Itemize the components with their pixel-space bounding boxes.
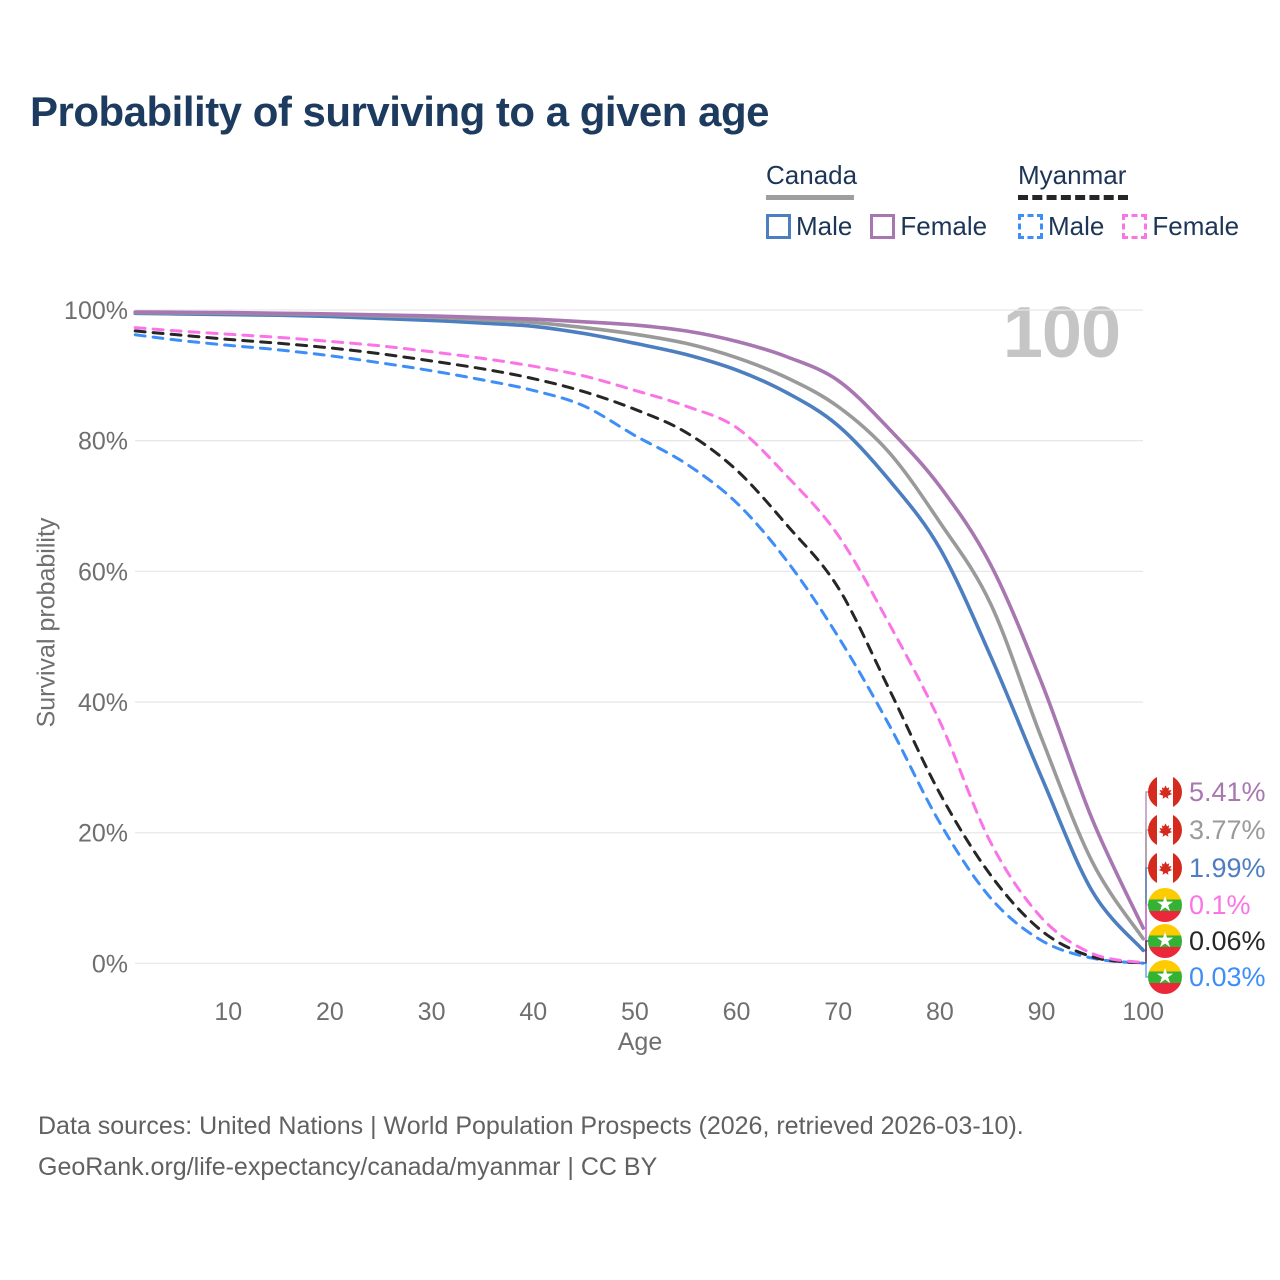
myanmar-flag-icon: ★ <box>1148 924 1182 958</box>
maple-leaf-glyph <box>1158 860 1172 875</box>
end-label-canada-male: 1.99% <box>1148 851 1266 885</box>
x-tick-label: 80 <box>926 998 954 1026</box>
end-label-myanmar-both-sexes: ★ 0.06% <box>1148 924 1266 958</box>
legend-swatch-canada-male <box>766 214 791 239</box>
legend-item-myanmar-male[interactable]: Male <box>1018 211 1104 242</box>
maple-leaf-glyph <box>1158 784 1172 799</box>
y-tick-label: 60% <box>78 558 128 586</box>
legend-country-canada[interactable]: Canada <box>766 160 858 190</box>
legend-label: Male <box>1048 211 1105 241</box>
x-tick-label: 20 <box>316 998 344 1026</box>
legend-swatch-myanmar-female <box>1122 214 1148 239</box>
canada-flag-icon <box>1148 775 1182 809</box>
x-tick-label: 90 <box>1028 998 1056 1026</box>
x-tick-label: 30 <box>418 998 446 1026</box>
y-tick-label: 20% <box>78 820 128 848</box>
x-tick-label: 60 <box>723 998 751 1026</box>
legend-underline-myanmar <box>1018 195 1128 200</box>
myanmar-flag-icon: ★ <box>1148 960 1182 994</box>
legend-item-myanmar-female[interactable]: Female <box>1122 211 1239 242</box>
series-line-myanmar-female[interactable] <box>133 326 1145 965</box>
canada-flag-icon <box>1148 851 1182 885</box>
legend-label: Female <box>1152 211 1240 241</box>
y-tick-label: 0% <box>92 950 128 978</box>
end-label-myanmar-male: ★ 0.03% <box>1148 960 1266 994</box>
y-tick-label: 100% <box>64 297 128 325</box>
star-glyph: ★ <box>1155 893 1175 916</box>
end-label-value: 1.99% <box>1189 852 1266 883</box>
watermark-age: 100 <box>1002 293 1121 373</box>
end-label-value: 5.41% <box>1189 776 1266 807</box>
footer-sources: Data sources: United Nations | World Pop… <box>38 1112 1024 1140</box>
maple-leaf-glyph <box>1158 822 1172 837</box>
end-label-canada-both-sexes: 3.77% <box>1148 813 1266 847</box>
legend-item-canada-female[interactable]: Female <box>870 211 987 242</box>
page-title: Probability of surviving to a given age <box>30 88 769 135</box>
legend-swatch-canada-female <box>870 214 896 239</box>
series-line-myanmar-male[interactable] <box>133 333 1145 965</box>
end-label-myanmar-female: ★ 0.1% <box>1148 888 1251 922</box>
end-label-value: 3.77% <box>1189 814 1266 845</box>
series-line-canada-male[interactable] <box>133 311 1145 953</box>
end-label-value: 0.03% <box>1189 961 1266 992</box>
legend-country-myanmar[interactable]: Myanmar <box>1018 160 1127 190</box>
end-label-value: 0.06% <box>1189 925 1266 956</box>
series-line-canada-female[interactable] <box>133 310 1145 930</box>
x-tick-label: 50 <box>621 998 649 1026</box>
canada-flag-icon <box>1148 813 1182 847</box>
legend-group-canada: Canada Male Female <box>766 160 987 242</box>
x-tick-label: 70 <box>824 998 852 1026</box>
series-line-myanmar-both-sexes[interactable] <box>133 329 1145 965</box>
legend-swatch-myanmar-male <box>1018 214 1043 239</box>
y-axis-title: Survival probability <box>32 517 61 728</box>
legend-item-canada-male[interactable]: Male <box>766 211 852 242</box>
end-label-value: 0.1% <box>1189 889 1251 920</box>
footer: Data sources: United Nations | World Pop… <box>38 1106 1024 1188</box>
y-tick-label: 80% <box>78 428 128 456</box>
x-tick-label: 40 <box>519 998 547 1026</box>
footer-attribution: GeoRank.org/life-expectancy/canada/myanm… <box>38 1153 658 1181</box>
x-axis-title: Age <box>617 1028 663 1056</box>
star-glyph: ★ <box>1155 965 1175 988</box>
legend-group-myanmar: Myanmar Male Female <box>1018 160 1239 242</box>
legend-underline-canada <box>766 195 854 200</box>
star-glyph: ★ <box>1155 929 1175 952</box>
myanmar-flag-icon: ★ <box>1148 888 1182 922</box>
y-tick-label: 40% <box>78 689 128 717</box>
x-tick-label: 10 <box>214 998 242 1026</box>
x-tick-label: 100 <box>1122 998 1164 1026</box>
legend-label: Female <box>900 211 988 241</box>
legend-label: Male <box>796 211 853 241</box>
end-label-canada-female: 5.41% <box>1148 775 1266 809</box>
